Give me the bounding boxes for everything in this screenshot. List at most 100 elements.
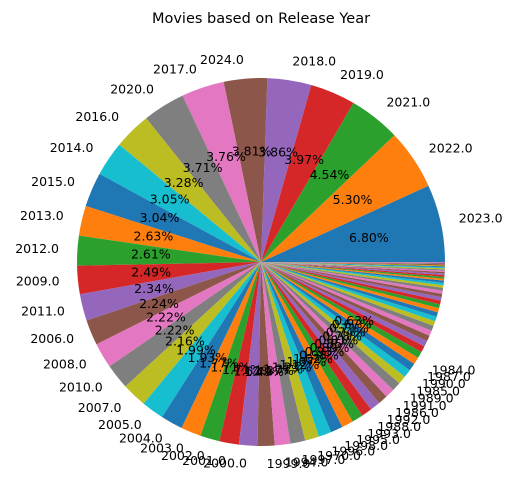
slice-category-label: 2024.0 — [200, 52, 244, 67]
slice-percentage-label: 0.93% — [305, 344, 345, 359]
slice-category-label: 1995.0 — [356, 432, 400, 447]
slice-percentage-label: 3.81% — [232, 144, 272, 159]
slice-percentage-label: 0.78% — [322, 328, 362, 343]
slice-percentage-label: 3.97% — [284, 152, 324, 167]
pie-slice — [261, 262, 445, 267]
pie-slice — [109, 262, 262, 387]
slice-category-label: 1998.0 — [344, 438, 388, 453]
pie-slice — [261, 262, 443, 294]
slice-category-label: 2010.0 — [59, 380, 103, 395]
pie-slice — [261, 262, 445, 271]
slice-percentage-label: 2.16% — [165, 334, 205, 349]
slice-percentage-label: 3.05% — [150, 192, 190, 207]
pie-slice — [261, 262, 415, 371]
slice-category-label: 1999.0 — [267, 456, 311, 471]
pie-slice — [261, 262, 410, 377]
pie-slice — [261, 78, 312, 262]
pie-slice — [261, 185, 445, 262]
pie-slice — [261, 262, 394, 397]
pie-slice — [219, 262, 261, 445]
pie-slice — [182, 81, 261, 262]
slice-percentage-label: 4.54% — [310, 167, 350, 182]
pie-slice — [261, 262, 445, 277]
slice-percentage-label: 3.76% — [206, 149, 246, 164]
slice-percentage-label: 0.74% — [326, 324, 366, 339]
slice-percentage-label: 1.07% — [287, 354, 327, 369]
pie-slice — [86, 262, 261, 345]
slice-category-label: 2003.0 — [140, 441, 184, 456]
pie-slice — [261, 262, 445, 281]
pie-slice — [261, 262, 437, 322]
slice-category-label: 2011.0 — [21, 304, 65, 319]
slice-category-label: 1996.0 — [331, 443, 375, 458]
slice-percentage-label: 0.67% — [332, 317, 372, 332]
slice-category-label: 1988.0 — [377, 419, 421, 434]
slice-category-label: 1987.0 — [427, 369, 471, 384]
pie-slice — [261, 262, 432, 336]
slice-percentage-label: 1.77% — [199, 356, 239, 371]
slice-category-label: 2001.0 — [182, 453, 226, 468]
pie-slice — [261, 262, 400, 390]
slice-category-label: 1986.0 — [395, 405, 439, 420]
pie-slice — [99, 144, 261, 262]
slice-percentage-label: 1.12% — [280, 357, 320, 372]
slice-percentage-label: 0.81% — [318, 332, 358, 347]
slice-percentage-label: 2.24% — [139, 296, 179, 311]
pie-slice — [261, 262, 445, 283]
pie-slice — [261, 262, 430, 342]
slice-category-label: 2022.0 — [429, 140, 473, 155]
pie-slice — [125, 262, 262, 404]
pie-slice — [261, 262, 443, 298]
pie-slice — [261, 262, 445, 265]
slice-category-label: 1985.0 — [416, 383, 460, 398]
slice-category-label: 2002.0 — [161, 448, 205, 463]
slice-category-label: 2018.0 — [292, 54, 336, 69]
pie-slice — [257, 262, 275, 447]
pie-slice — [181, 262, 261, 436]
pie-slice — [261, 262, 291, 446]
slice-percentage-label: 0.98% — [299, 347, 339, 362]
pie-slice — [261, 262, 353, 428]
slice-percentage-label: 1.37% — [254, 363, 294, 378]
pie-slice — [261, 135, 429, 262]
pie-slice — [261, 262, 445, 276]
slice-category-label: 2015.0 — [31, 174, 75, 189]
pie-slice — [261, 262, 446, 263]
pie-slice — [261, 262, 436, 326]
slice-percentage-label: 6.80% — [349, 230, 389, 245]
pie-slice — [261, 262, 440, 313]
pie-slice — [261, 262, 306, 444]
slice-category-label: 2021.0 — [386, 95, 430, 110]
pie-slice — [261, 262, 380, 410]
pie-slice — [223, 78, 268, 262]
pie-slice — [261, 262, 445, 273]
slice-percentage-label: 3.71% — [183, 160, 223, 175]
slice-category-label: 2009.0 — [16, 273, 60, 288]
pie-slice — [78, 206, 262, 262]
pie-slice — [261, 262, 444, 288]
pie-slice — [261, 262, 445, 265]
slice-percentage-label: 1.71% — [210, 360, 250, 375]
slice-category-label: 2014.0 — [50, 140, 94, 155]
pie-slice — [200, 262, 261, 442]
pie-slice — [146, 95, 261, 262]
slice-category-label: 1984.0 — [432, 362, 476, 377]
slice-percentage-label: 2.34% — [134, 281, 174, 296]
pie-slice — [261, 262, 445, 269]
chart-title: Movies based on Release Year — [152, 11, 370, 27]
slice-percentage-label: 1.71% — [222, 362, 262, 377]
slice-category-label: 2004.0 — [119, 430, 163, 445]
slice-category-label: 2016.0 — [75, 109, 119, 124]
slice-percentage-label: 2.63% — [134, 229, 174, 244]
pie-slice — [261, 262, 434, 331]
pie-slice — [261, 262, 445, 274]
pie-slice — [261, 262, 438, 317]
pie-slice — [261, 262, 332, 437]
slice-percentage-label: 1.02% — [293, 351, 333, 366]
pie-slice — [162, 262, 261, 428]
slice-percentage-label: 1.31% — [263, 362, 303, 377]
slice-category-label: 2008.0 — [43, 356, 87, 371]
pie-slice — [261, 262, 372, 416]
